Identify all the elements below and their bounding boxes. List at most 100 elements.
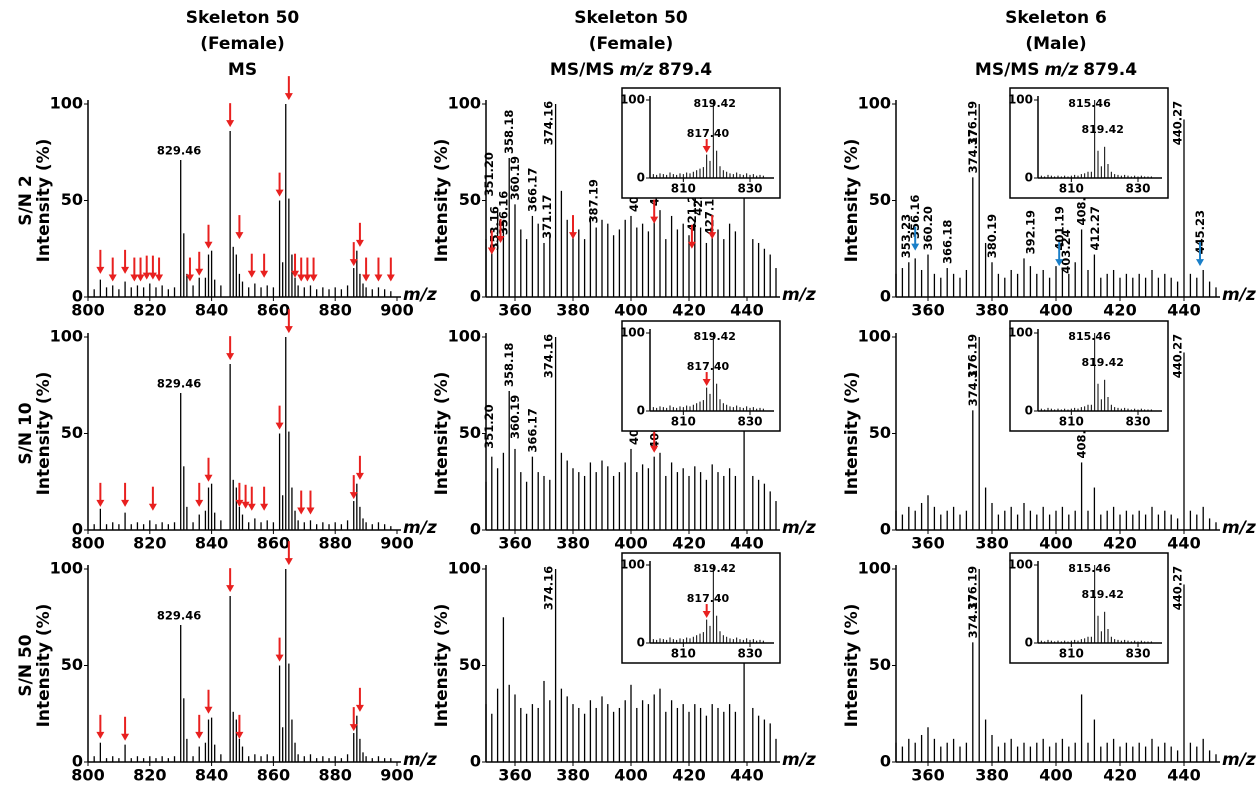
x-axis-label: m/z [403, 750, 437, 770]
arrow [204, 224, 213, 249]
arrow-head [108, 274, 117, 282]
peak-label: 819.42 [694, 330, 736, 343]
peak-label: 351.20 [482, 404, 496, 448]
x-tick-label: 860 [257, 534, 290, 553]
peak-label: 392.19 [1024, 210, 1038, 254]
y-tick-label: 100 [50, 327, 83, 346]
arrow [235, 215, 244, 240]
arrow-head [297, 274, 306, 282]
column-title: Skeleton 50 [186, 8, 300, 28]
row-label: S/N 50 [16, 634, 36, 696]
peak-label: 817.40 [687, 127, 730, 140]
arrow-head [226, 120, 235, 128]
peak-label: 356.16 [908, 195, 922, 239]
arrow [96, 482, 105, 507]
y-tick-label: 0 [637, 636, 645, 650]
row-label: S/N 2 [16, 175, 36, 225]
arrow [195, 251, 204, 276]
y-tick-label: 50 [869, 190, 891, 209]
peak-label: 829.46 [157, 143, 201, 157]
peak-label: 366.17 [525, 168, 539, 212]
y-tick-label: 0 [470, 287, 481, 306]
arrow-head [204, 706, 213, 714]
y-tick-label: 50 [869, 655, 891, 674]
arrow-head [303, 274, 312, 282]
x-tick-label: 840 [195, 301, 228, 320]
peak-label: 829.46 [157, 376, 201, 390]
y-tick-label: 50 [61, 655, 83, 674]
x-tick-label: 400 [1039, 301, 1072, 320]
y-tick-label: 100 [50, 94, 83, 113]
arrow-head [226, 353, 235, 361]
arrow [309, 257, 318, 282]
peak-label: 358.18 [502, 343, 516, 387]
y-axis-label: Intensity (%) [432, 604, 452, 728]
x-axis-label: m/z [1222, 285, 1256, 305]
peak-label: 815.46 [1068, 330, 1111, 343]
arrow [247, 253, 256, 278]
arrow-head [687, 241, 696, 249]
x-tick-label: 820 [133, 301, 166, 320]
inset-frame [621, 552, 781, 664]
x-tick-label: 440 [1167, 534, 1200, 553]
peak-label: 445.23 [1193, 210, 1207, 254]
x-tick-label: 380 [556, 766, 589, 785]
column-method: MS/MS m/z 879.4 [975, 60, 1137, 80]
arrow [650, 199, 659, 224]
x-tick-label: 380 [556, 301, 589, 320]
x-tick-label: 840 [195, 766, 228, 785]
title-part: MS [228, 60, 257, 80]
x-tick-label: 360 [911, 534, 944, 553]
arrow-head [235, 731, 244, 739]
inset-frame [1009, 552, 1169, 664]
x-tick-label: 810 [671, 182, 696, 196]
arrow-head [362, 274, 371, 282]
arrow-head [386, 274, 395, 282]
arrow [148, 255, 157, 280]
arrow [260, 486, 269, 511]
y-tick-label: 100 [858, 559, 891, 578]
arrow [284, 541, 293, 566]
peak-label: 360.19 [508, 156, 522, 200]
arrow-head [121, 499, 130, 507]
x-tick-label: 810 [671, 647, 696, 661]
y-tick-label: 100 [620, 93, 645, 107]
peak-label: 387.19 [586, 179, 600, 223]
arrow-head [96, 499, 105, 507]
arrow [204, 689, 213, 714]
peak-label: 815.46 [1068, 562, 1111, 575]
peak-label: 440.27 [1170, 101, 1184, 145]
x-tick-label: 380 [975, 534, 1008, 553]
title-part: MS/MS [550, 60, 615, 80]
peak-label: 376.19 [965, 566, 979, 610]
x-tick-label: 420 [1103, 534, 1136, 553]
arrow-head [96, 731, 105, 739]
y-tick-label: 100 [620, 558, 645, 572]
x-tick-label: 900 [380, 766, 413, 785]
x-tick-label: 880 [318, 766, 351, 785]
arrow [275, 405, 284, 430]
arrow [96, 249, 105, 274]
peak-label: 401.19 [1052, 206, 1066, 250]
x-tick-label: 420 [672, 766, 705, 785]
title-part: 879.4 [1083, 60, 1137, 80]
peak-label: 440.27 [1170, 566, 1184, 610]
arrow [349, 707, 358, 732]
arrow [275, 172, 284, 197]
y-tick-label: 100 [858, 94, 891, 113]
arrow-head [355, 239, 364, 247]
x-tick-label: 860 [257, 301, 290, 320]
arrow-head [284, 558, 293, 566]
arrow-head [487, 247, 496, 255]
x-axis-label: m/z [403, 518, 437, 538]
arrow-head [148, 272, 157, 280]
inset-frame [1009, 320, 1169, 432]
arrow [148, 486, 157, 511]
arrow [96, 714, 105, 739]
y-axis-label: Intensity (%) [842, 139, 862, 263]
arrow-head [226, 585, 235, 593]
arrow [355, 687, 364, 712]
row-label: S/N 10 [16, 402, 36, 464]
y-tick-label: 0 [72, 520, 83, 539]
y-axis-label: Intensity (%) [842, 604, 862, 728]
